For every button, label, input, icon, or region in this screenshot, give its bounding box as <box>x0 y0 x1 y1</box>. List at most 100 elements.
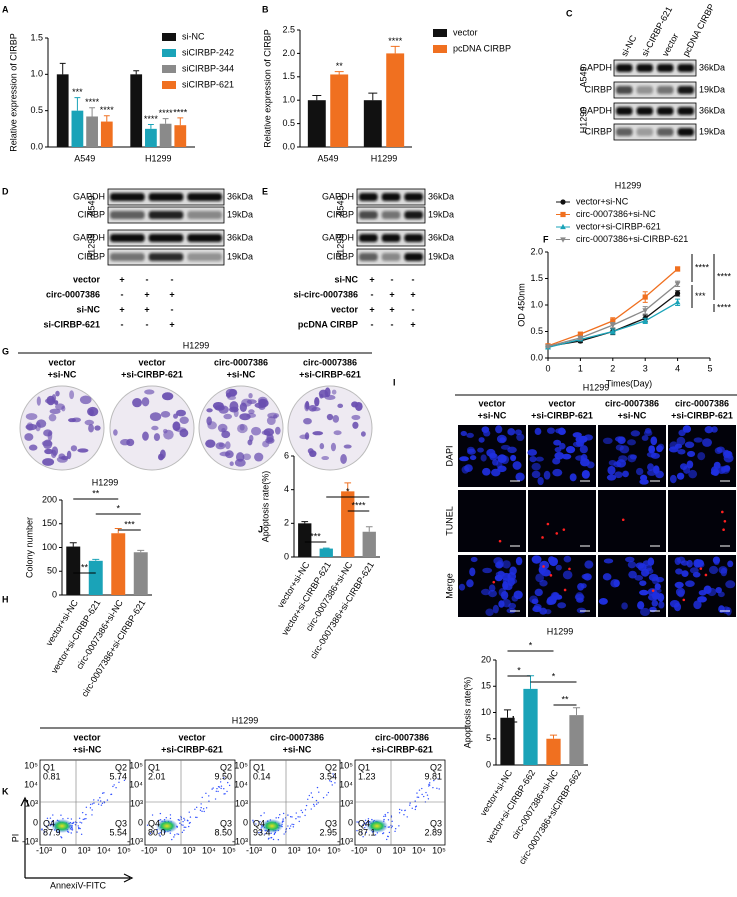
flow-event <box>327 791 330 794</box>
flow-event <box>310 792 313 794</box>
y-tick-label: -10³ <box>337 836 353 846</box>
y-tick-label: 2.5 <box>282 24 295 34</box>
colony <box>257 396 268 405</box>
nucleus <box>711 426 718 433</box>
legend-swatch <box>433 45 447 53</box>
nucleus <box>629 454 637 460</box>
nucleus <box>647 463 654 472</box>
group-label: vector <box>138 357 166 367</box>
flow-event <box>297 816 299 818</box>
nucleus <box>602 573 612 581</box>
nucleus <box>466 579 474 588</box>
condition-sign: + <box>144 304 149 314</box>
nucleus <box>627 561 637 569</box>
nucleus <box>543 470 551 480</box>
bracket-label: ** <box>561 694 569 704</box>
quadrant-name: Q1 <box>148 762 160 772</box>
flow-event <box>183 819 186 821</box>
size-label: 19kDa <box>227 209 253 219</box>
colony <box>172 421 181 432</box>
error-bar <box>301 521 309 524</box>
colony <box>321 456 330 461</box>
colony <box>126 438 135 447</box>
nucleus <box>572 441 583 448</box>
error-bar <box>503 709 512 718</box>
flow-event <box>103 792 105 794</box>
blot-band <box>657 128 674 136</box>
y-tick-label: 20 <box>481 654 491 664</box>
blot-frame <box>613 81 697 99</box>
colony <box>49 408 61 415</box>
group-label: circ-0007386 <box>675 398 729 408</box>
flow-event <box>394 828 397 830</box>
colony <box>217 423 228 433</box>
colony <box>69 390 75 400</box>
bar <box>341 491 355 557</box>
group-label: vector <box>48 357 76 367</box>
flow-event <box>159 835 161 837</box>
nucleus <box>480 454 487 462</box>
colony <box>246 412 257 418</box>
flow-event <box>361 832 363 834</box>
condition-sign: + <box>119 304 124 314</box>
x-tick-label: 10⁵ <box>222 845 236 855</box>
group-label: +si-NC <box>73 744 102 754</box>
colony <box>237 423 248 434</box>
panel-letter: G <box>2 346 9 356</box>
blot-band <box>404 253 423 261</box>
nucleus <box>563 555 572 563</box>
flow-event <box>287 825 289 827</box>
flow-event <box>417 796 420 799</box>
blot-band <box>359 253 378 261</box>
y-axis-label: Relative expression of CIRBP <box>8 33 18 152</box>
condition-sign: + <box>410 289 415 299</box>
colony <box>262 440 270 448</box>
flow-event <box>282 818 284 820</box>
flow-event <box>188 825 190 828</box>
flow-event <box>169 814 172 816</box>
data-point <box>675 290 681 296</box>
size-label: 19kDa <box>699 126 725 136</box>
nucleus <box>648 445 656 454</box>
flow-event <box>414 808 417 811</box>
flow-event <box>91 814 93 816</box>
nucleus <box>515 556 523 566</box>
nucleus <box>703 585 712 594</box>
colony <box>223 413 233 420</box>
flow-event <box>414 800 416 802</box>
error-bar <box>334 71 344 75</box>
blot-band <box>677 64 694 72</box>
flow-event <box>387 819 390 821</box>
quadrant-value: 9.50 <box>214 771 232 781</box>
nucleus <box>548 556 555 564</box>
nucleus <box>529 455 537 463</box>
flow-event <box>189 816 192 818</box>
nucleus <box>481 426 490 433</box>
flow-event <box>45 825 47 828</box>
quadrant-name: Q3 <box>115 818 127 828</box>
flow-event <box>322 797 325 799</box>
lane-label: vector <box>660 32 680 58</box>
size-label: 19kDa <box>428 251 454 261</box>
y-axis-label: OD 450nm <box>516 283 526 327</box>
flow-event <box>289 827 291 830</box>
flow-event <box>282 820 285 822</box>
blot-band <box>110 211 145 219</box>
nucleus <box>546 427 555 434</box>
condition-sign: - <box>391 319 394 329</box>
blot-band <box>187 253 222 261</box>
quadrant-value: 5.54 <box>109 827 127 837</box>
x-axis-label: AnnexiV-FITC <box>50 880 107 890</box>
quadrant-value: 80.0 <box>148 827 166 837</box>
legend-swatch <box>433 29 447 37</box>
annotation: *** <box>695 291 706 301</box>
blot-band <box>187 193 222 201</box>
quadrant-name: Q3 <box>325 818 337 828</box>
flow-event <box>77 825 79 827</box>
bracket-label: * <box>529 640 533 650</box>
flow-event <box>316 786 319 789</box>
flow-event <box>72 821 75 824</box>
cell-label: A549 <box>335 195 345 216</box>
condition-sign: - <box>412 304 415 314</box>
colony <box>79 395 92 405</box>
